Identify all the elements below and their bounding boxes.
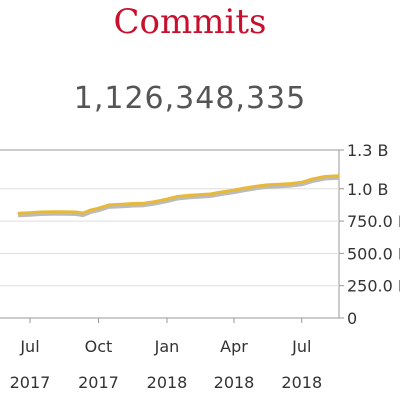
data-point <box>199 193 202 196</box>
data-point <box>143 202 145 204</box>
data-point <box>131 202 133 205</box>
data-point <box>289 182 291 185</box>
data-point <box>39 211 42 213</box>
x-tick-year-label: 2018 <box>214 373 255 392</box>
y-tick-label: 250.0 M <box>347 277 400 296</box>
data-point <box>153 200 156 203</box>
data-point <box>62 211 65 213</box>
x-tick-month-label: Jan <box>154 337 180 356</box>
data-point <box>189 194 191 196</box>
grid-lines <box>0 188 339 287</box>
data-point <box>75 211 77 213</box>
line-series <box>17 174 340 218</box>
x-tick-month-label: Apr <box>220 337 248 356</box>
y-axis: 0 250.0 M 500.0 M 750.0 M 1.0 B 1.3 B <box>339 141 400 328</box>
y-tick-label: 0 <box>347 309 357 328</box>
total-commits-count: 1,126,348,335 <box>74 81 306 116</box>
data-point <box>301 181 303 184</box>
data-point <box>278 183 281 185</box>
x-tick-month-label: Jul <box>19 337 39 356</box>
x-tick-month-label: Oct <box>85 337 113 356</box>
x-tick-year-label: 2017 <box>10 373 51 392</box>
y-tick-label: 750.0 M <box>347 212 400 231</box>
data-point <box>108 204 110 206</box>
data-point <box>243 187 246 189</box>
data-point <box>82 212 84 214</box>
series-line-shadow <box>17 175 340 218</box>
data-point <box>220 191 223 193</box>
data-point <box>311 178 314 180</box>
x-tick-year-label: 2018 <box>147 373 188 392</box>
x-tick-month-label: Jul <box>291 337 311 356</box>
data-point <box>120 203 123 206</box>
chart-title: Commits <box>114 2 267 42</box>
data-point <box>97 207 100 209</box>
data-point <box>176 195 179 198</box>
series-line <box>18 174 340 215</box>
data-point <box>17 212 19 215</box>
x-tick-year-label: 2017 <box>78 373 119 392</box>
data-point <box>233 189 235 191</box>
data-point <box>338 175 340 177</box>
data-point <box>324 175 326 178</box>
data-point <box>255 185 258 187</box>
plot-area <box>0 149 340 319</box>
data-point <box>89 209 92 211</box>
data-point <box>52 211 54 213</box>
x-tick-year-label: 2018 <box>281 373 322 392</box>
data-point <box>166 198 168 200</box>
data-point <box>29 211 31 214</box>
x-axis: Jul 2017 Oct 2017 Jan 2018 Apr 2018 Jul 2018 <box>10 318 322 392</box>
y-tick-label: 1.0 B <box>347 180 389 199</box>
data-point <box>266 184 268 186</box>
data-point <box>210 193 212 195</box>
y-tick-label: 1.3 B <box>347 141 389 160</box>
y-tick-label: 500.0 M <box>347 244 400 263</box>
